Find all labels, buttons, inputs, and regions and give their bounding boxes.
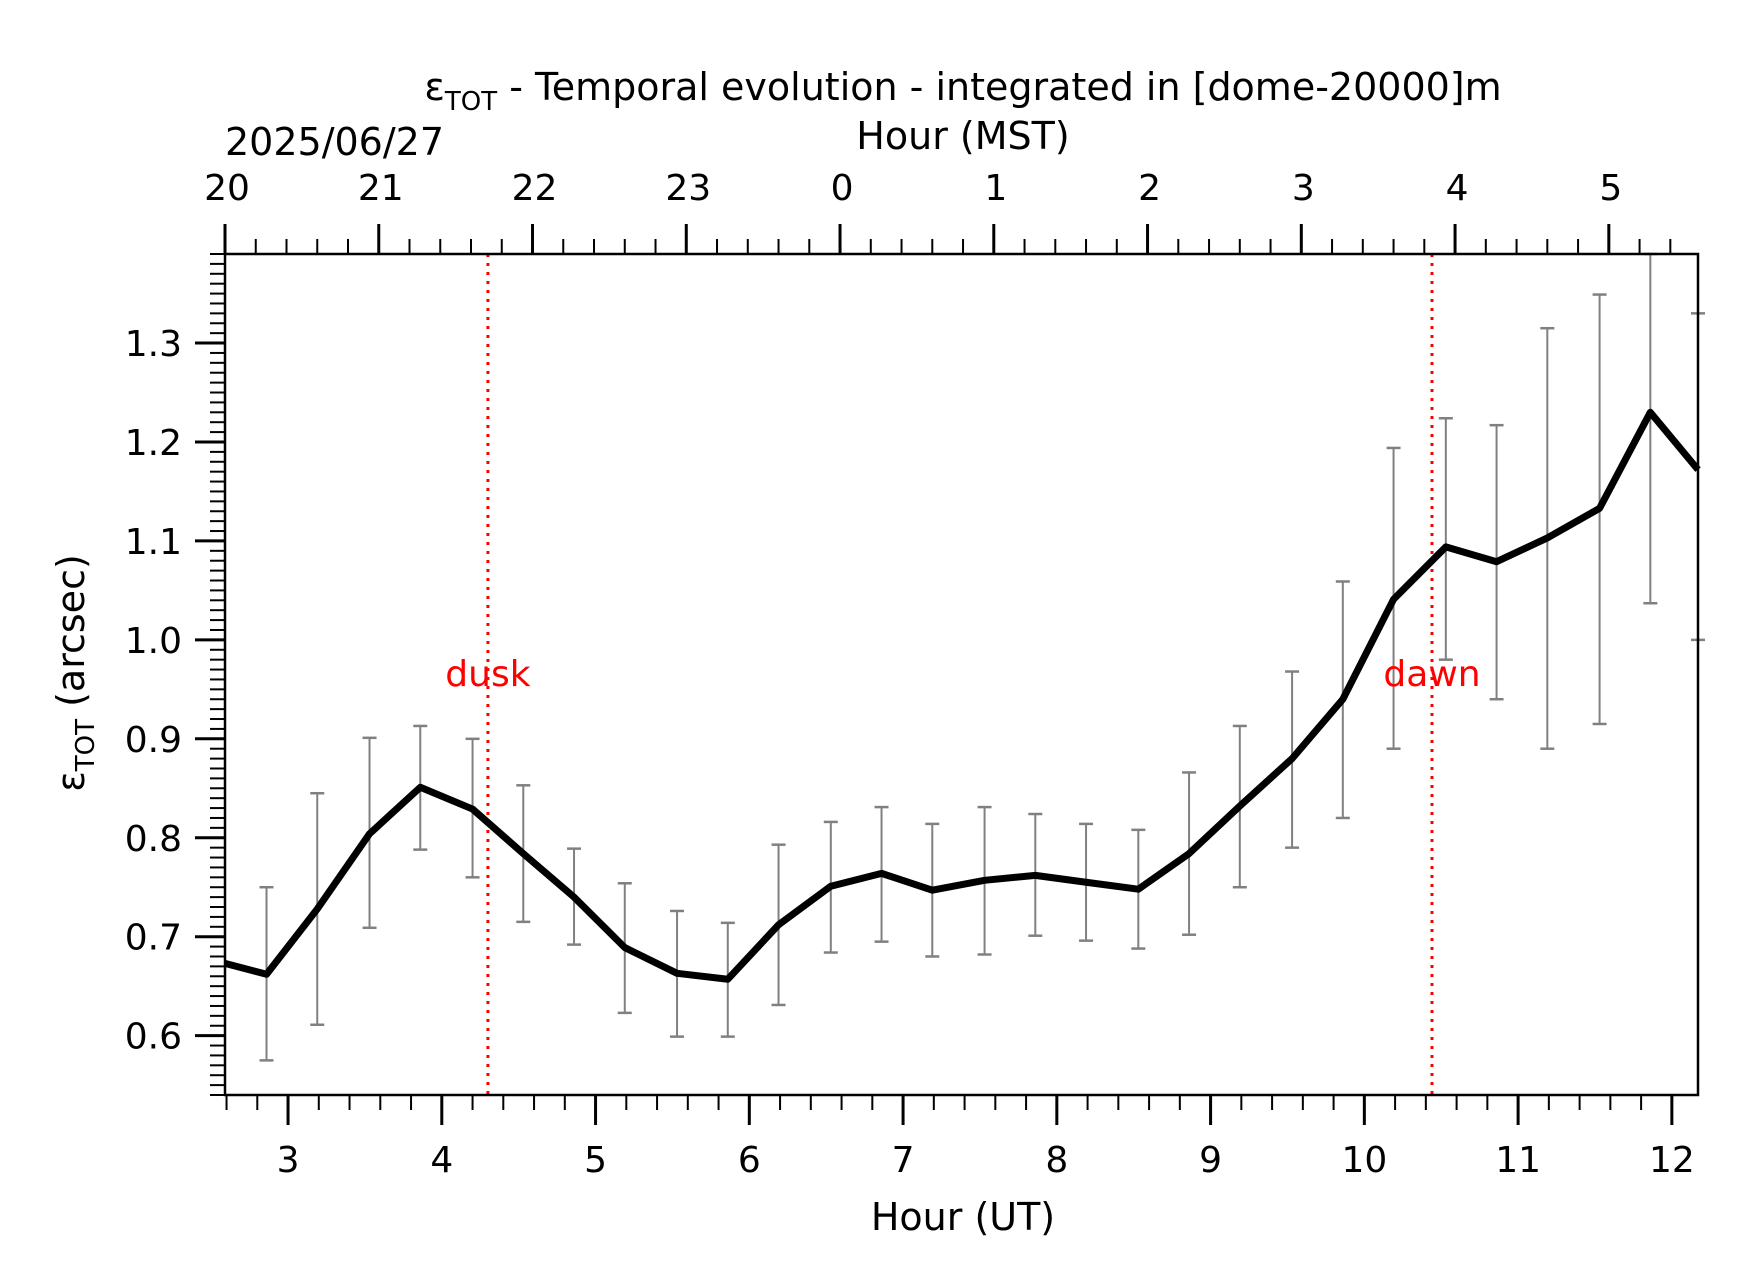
y-tick-label: 0.8 (125, 819, 182, 860)
x-tick-label: 6 (738, 1140, 761, 1181)
x-axis-title: Hour (UT) (871, 1195, 1055, 1239)
series-line-group (224, 408, 1701, 983)
top-tick-label: 20 (204, 168, 250, 209)
x-tick-label: 3 (277, 1140, 300, 1181)
x-tick-label: 9 (1199, 1140, 1222, 1181)
x-tick-label: 12 (1649, 1140, 1695, 1181)
ylabel-subscript: TOT (71, 719, 101, 772)
y-tick-label: 1.0 (125, 621, 182, 662)
y-tick-label: 1.1 (125, 522, 182, 563)
y-tick-label: 1.2 (125, 423, 182, 464)
top-tick-label: 22 (512, 168, 558, 209)
top-tick-label: 21 (358, 168, 404, 209)
dawn-label: dawn (1383, 654, 1480, 695)
title-subscript: TOT (444, 87, 497, 117)
top-tick-label: 3 (1292, 168, 1315, 209)
y-tick-label: 0.7 (125, 918, 182, 959)
dusk-label: dusk (445, 654, 530, 695)
top-tick-label: 5 (1599, 168, 1622, 209)
ylabel-rest: (arcsec) (49, 554, 93, 719)
top-axis-title: Hour (MST) (856, 114, 1069, 158)
x-tick-label: 5 (584, 1140, 607, 1181)
title-epsilon: ε (424, 65, 445, 109)
top-tick-label: 23 (665, 168, 711, 209)
left-axis: 0.6 0.7 0.8 0.9 1.0 1.1 1.2 1.3 (125, 253, 225, 1096)
top-tick-label: 0 (831, 168, 854, 209)
y-tick-label: 0.9 (125, 720, 182, 761)
x-tick-label: 8 (1045, 1140, 1068, 1181)
plot-frame (223, 252, 1700, 1097)
event-lines: dusk dawn (445, 254, 1481, 1095)
x-tick-label: 10 (1341, 1140, 1387, 1181)
top-axis: 20 21 22 23 0 1 2 3 4 5 (204, 168, 1672, 254)
top-tick-label: 4 (1446, 168, 1469, 209)
series-line (224, 408, 1701, 983)
top-tick-label: 2 (1138, 168, 1161, 209)
chart-title: εTOT - Temporal evolution - integrated i… (424, 65, 1501, 117)
date-label: 2025/06/27 (225, 120, 444, 164)
x-tick-label: 7 (892, 1140, 915, 1181)
y-tick-label: 0.6 (125, 1017, 182, 1058)
title-rest: - Temporal evolution - integrated in [do… (497, 65, 1502, 109)
y-tick-label: 1.3 (125, 324, 182, 365)
top-tick-label: 1 (984, 168, 1007, 209)
x-tick-label: 4 (430, 1140, 453, 1181)
y-axis-title: εTOT (arcsec) (49, 554, 101, 792)
ylabel-epsilon: ε (49, 771, 93, 792)
bottom-axis: 3 4 5 6 7 8 9 10 11 12 (225, 1095, 1695, 1181)
x-tick-label: 11 (1495, 1140, 1541, 1181)
